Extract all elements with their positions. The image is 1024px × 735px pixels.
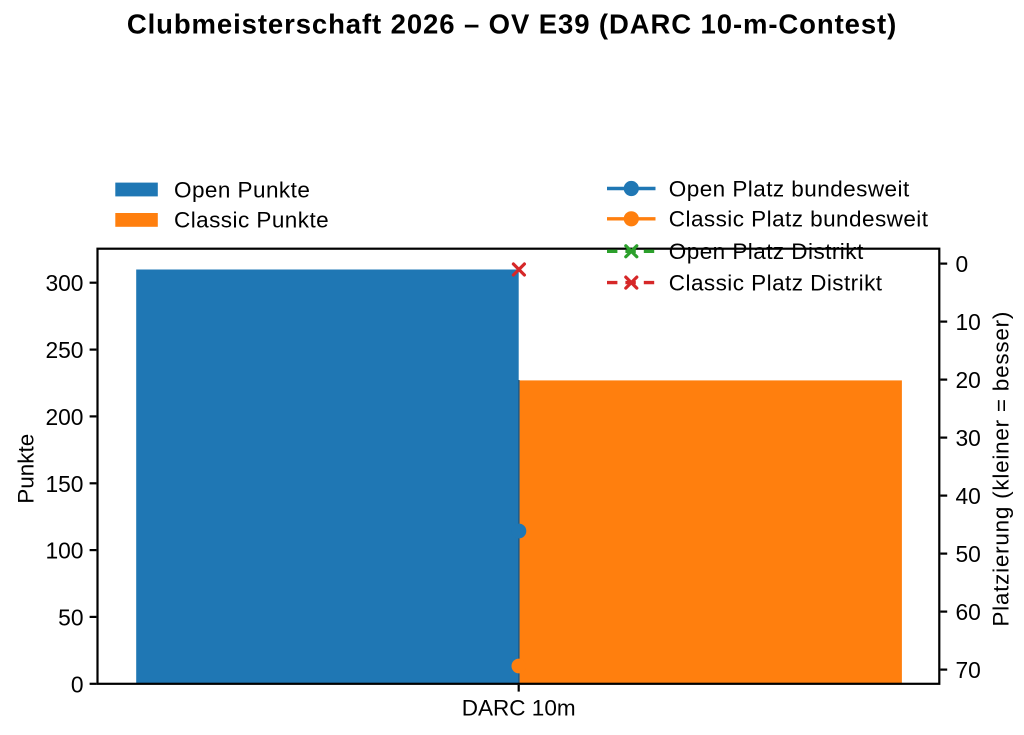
svg-text:250: 250 [45, 337, 83, 363]
svg-text:0: 0 [71, 671, 84, 697]
svg-text:70: 70 [956, 657, 981, 683]
svg-text:30: 30 [956, 425, 981, 451]
svg-text:DARC 10m: DARC 10m [462, 696, 576, 721]
svg-text:Open Platz Distrikt: Open Platz Distrikt [669, 239, 864, 264]
svg-text:50: 50 [956, 541, 981, 567]
svg-text:50: 50 [58, 604, 83, 630]
svg-text:Classic Platz bundesweit: Classic Platz bundesweit [669, 207, 929, 232]
svg-text:Open Platz bundesweit: Open Platz bundesweit [669, 176, 910, 201]
svg-text:Open Punkte: Open Punkte [174, 177, 310, 202]
svg-text:Classic Platz Distrikt: Classic Platz Distrikt [669, 270, 883, 295]
svg-text:0: 0 [956, 251, 969, 277]
svg-text:150: 150 [45, 471, 83, 497]
svg-text:40: 40 [956, 483, 981, 509]
svg-text:Platzierung (kleiner = besser): Platzierung (kleiner = besser) [989, 311, 1014, 627]
svg-text:100: 100 [45, 538, 83, 564]
svg-text:60: 60 [956, 599, 981, 625]
svg-text:Punkte: Punkte [14, 434, 39, 504]
svg-text:300: 300 [45, 270, 83, 296]
svg-text:Clubmeisterschaft 2026 – OV E3: Clubmeisterschaft 2026 – OV E39 (DARC 10… [127, 9, 897, 40]
svg-text:10: 10 [956, 309, 981, 335]
svg-text:200: 200 [45, 404, 83, 430]
svg-text:20: 20 [956, 367, 981, 393]
svg-text:Classic Punkte: Classic Punkte [174, 208, 329, 233]
